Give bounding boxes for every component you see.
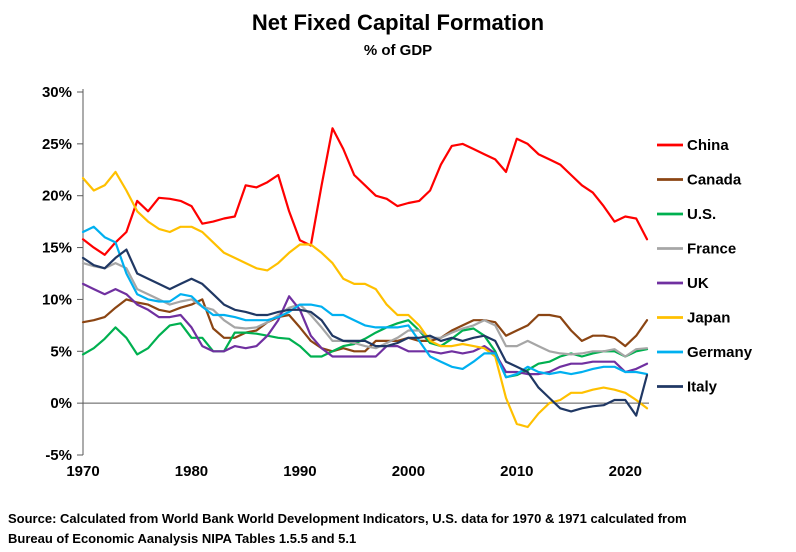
- legend: China Canada U.S. France UK Japan Germany Italy: [657, 137, 753, 396]
- y-tick-label: 25%: [42, 136, 72, 153]
- legend-label-italy: Italy: [687, 379, 718, 396]
- source-line-1: Source: Calculated from World Bank World…: [8, 511, 687, 526]
- x-tick-label: 1990: [283, 463, 316, 480]
- x-tick-label: 2010: [500, 463, 533, 480]
- x-tick-label: 1970: [66, 463, 99, 480]
- y-tick-label: 10%: [42, 291, 72, 308]
- x-tick-label: 2000: [392, 463, 425, 480]
- legend-label-u-s: U.S.: [687, 206, 716, 223]
- y-tick-label: 5%: [50, 343, 72, 360]
- series-layer: [81, 127, 649, 429]
- x-tick-label: 1980: [175, 463, 208, 480]
- chart-subtitle: % of GDP: [364, 42, 432, 59]
- series-line-germany: [81, 225, 649, 379]
- legend-label-japan: Japan: [687, 310, 730, 327]
- y-tick-label: 20%: [42, 188, 72, 205]
- series-line-japan: [81, 170, 649, 429]
- legend-label-canada: Canada: [687, 172, 742, 189]
- series-line-u-s: [81, 319, 649, 379]
- series-line-france: [81, 262, 649, 358]
- series-line-uk: [81, 282, 649, 376]
- series-line-china: [81, 127, 649, 256]
- y-tick-label: 30%: [42, 84, 72, 101]
- axes: 30% 25% 20% 15% 10% 5% 0% -5%1970 1980 1990 2000 20…: [42, 84, 649, 480]
- legend-label-germany: Germany: [687, 344, 753, 361]
- legend-label-uk: UK: [687, 275, 709, 292]
- series-line-canada: [81, 298, 649, 353]
- y-tick-label: -5%: [45, 447, 72, 464]
- series-line-italy: [81, 248, 649, 417]
- chart-title: Net Fixed Capital Formation: [252, 10, 544, 35]
- y-tick-label: 0%: [50, 395, 72, 412]
- legend-label-france: France: [687, 241, 736, 258]
- y-tick-label: 15%: [42, 240, 72, 257]
- x-tick-label: 2020: [609, 463, 642, 480]
- source-note: Source: Calculated from World Bank World…: [8, 509, 792, 548]
- source-line-2: Bureau of Economic Aanalysis NIPA Tables…: [8, 530, 357, 546]
- legend-label-china: China: [687, 137, 729, 154]
